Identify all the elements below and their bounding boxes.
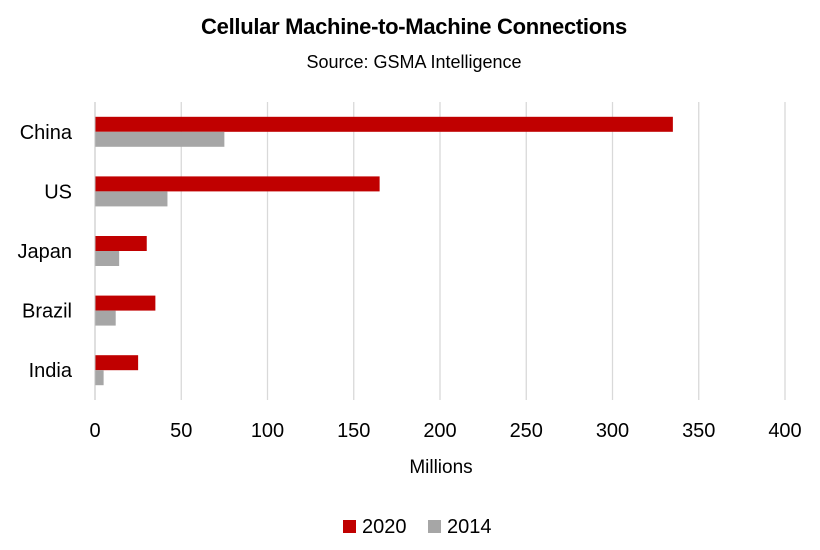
legend-label: 2020 bbox=[362, 516, 407, 538]
legend-swatch-2014 bbox=[428, 520, 441, 533]
legend: 2020 2014 bbox=[343, 516, 492, 538]
bar-2014-india bbox=[95, 370, 104, 386]
bars bbox=[95, 116, 673, 386]
bar-2014-china bbox=[95, 131, 225, 147]
x-tick-label: 300 bbox=[596, 420, 629, 442]
x-tick-label: 350 bbox=[682, 420, 715, 442]
bar-2014-japan bbox=[95, 251, 120, 266]
gridlines bbox=[180, 102, 786, 400]
x-tick-label: 250 bbox=[510, 420, 543, 442]
bar-2020-china bbox=[95, 116, 673, 132]
chart-subtitle: Source: GSMA Intelligence bbox=[306, 52, 522, 72]
category-label: Brazil bbox=[22, 301, 72, 323]
bar-2020-us bbox=[95, 176, 380, 192]
x-axis-title: Millions bbox=[409, 457, 472, 478]
bar-2020-japan bbox=[95, 236, 147, 251]
category-label: Japan bbox=[18, 241, 73, 263]
category-label: US bbox=[44, 181, 72, 203]
bar-2014-us bbox=[95, 191, 168, 207]
x-tick-label: 150 bbox=[337, 420, 370, 442]
legend-label: 2014 bbox=[447, 516, 492, 538]
category-label: China bbox=[20, 122, 73, 144]
x-tick-label: 100 bbox=[251, 420, 284, 442]
bar-2014-brazil bbox=[95, 310, 116, 326]
category-labels: China US Japan Brazil India bbox=[18, 122, 73, 382]
bar-2020-india bbox=[95, 355, 139, 371]
legend-swatch-2020 bbox=[343, 520, 356, 533]
bar-2020-brazil bbox=[95, 295, 156, 311]
category-label: India bbox=[29, 360, 73, 382]
chart-title: Cellular Machine-to-Machine Connections bbox=[201, 14, 627, 39]
x-tick-label: 200 bbox=[423, 420, 456, 442]
x-tick-label: 50 bbox=[170, 420, 192, 442]
x-tick-label: 0 bbox=[89, 420, 100, 442]
x-tick-label: 400 bbox=[768, 420, 801, 442]
x-tick-labels: 0 50 100 150 200 250 300 350 400 bbox=[89, 420, 801, 442]
